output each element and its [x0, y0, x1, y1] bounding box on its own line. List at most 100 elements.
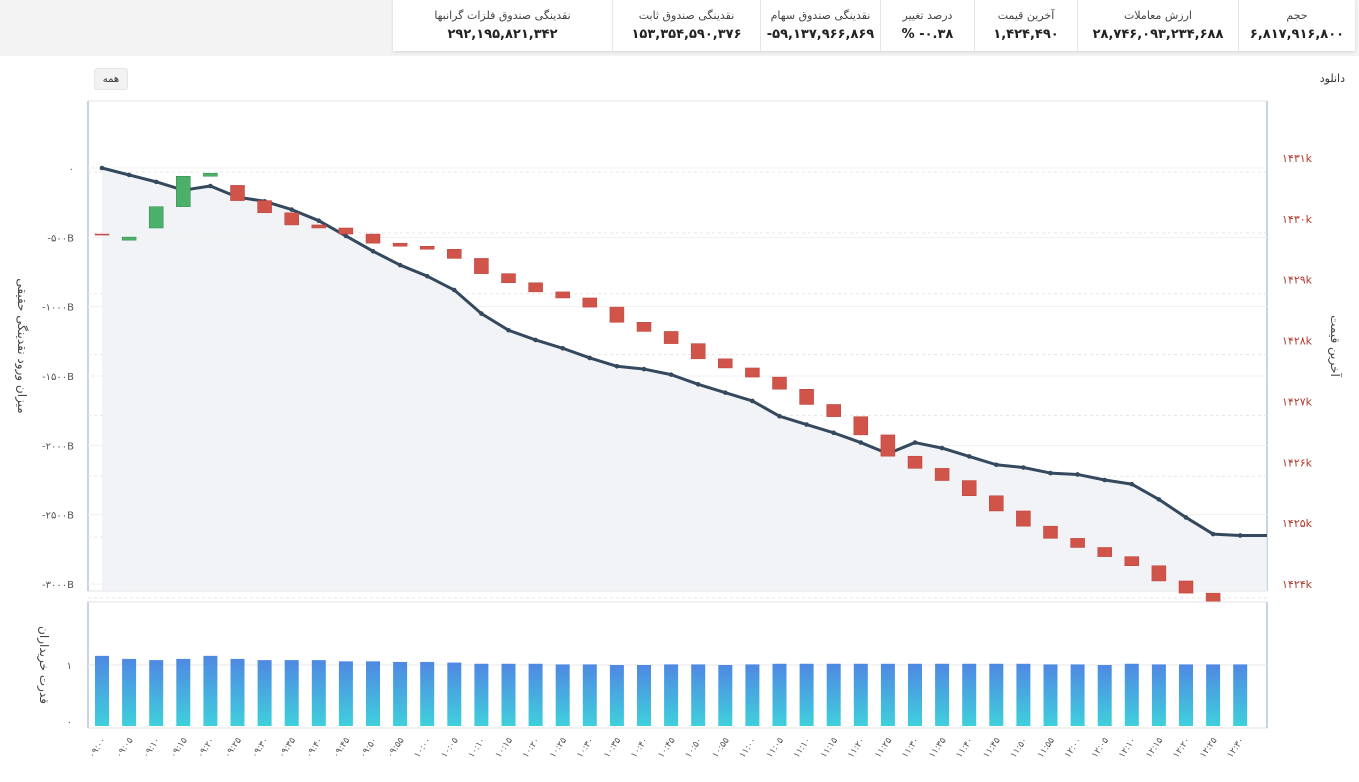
buyer-power-bar — [122, 658, 137, 726]
x-axis-tick: ۱۱:۴۵ — [982, 736, 1003, 760]
buyer-power-bar — [1233, 664, 1248, 726]
buyer-power-bar — [691, 664, 706, 726]
x-axis-tick: ۱۱:۰۰ — [738, 736, 759, 760]
liquidity-point — [1048, 470, 1053, 476]
liquidity-point — [614, 363, 620, 369]
liquidity-point — [587, 355, 593, 361]
liquidity-point — [560, 345, 565, 351]
buyer-power-bar — [962, 663, 977, 726]
price-candle — [1016, 510, 1031, 527]
price-candle — [338, 227, 354, 235]
buyer-power-bar — [393, 661, 408, 726]
right-axis-tick: ۱۴۳۰k — [1282, 213, 1313, 226]
right-axis-tick: ۱۴۲۹k — [1282, 274, 1313, 287]
price-candle — [1151, 565, 1167, 582]
liquidity-point — [1021, 465, 1026, 470]
price-candle — [284, 212, 299, 226]
x-axis-tick: ۱۲:۰۰ — [1063, 736, 1084, 760]
price-candle — [528, 282, 543, 293]
price-candle — [718, 358, 733, 369]
liquidity-point — [831, 430, 836, 436]
liquidity-point — [343, 233, 349, 239]
buyer-power-bar — [1179, 664, 1193, 726]
liquidity-point — [1075, 472, 1080, 477]
liquidity-point — [966, 454, 972, 459]
right-axis-tick: ۱۴۲۴k — [1282, 578, 1313, 591]
liquidity-point — [641, 366, 647, 372]
price-candle — [907, 455, 923, 469]
price-candle — [826, 404, 841, 417]
stat-item: نقدینگی صندوق سهام -۵۹,۱۳۷,۹۶۶,۸۶۹ — [760, 0, 880, 51]
price-candle — [474, 258, 489, 274]
price-candle — [609, 306, 625, 323]
buyer-power-bar — [799, 663, 814, 726]
x-axis-tick: ۰۹:۰۰ — [87, 736, 108, 760]
buyer-power-bar — [95, 655, 109, 726]
stat-item: ارزش معاملات ۲۸,۷۴۶,۰۹۳,۲۳۴,۶۸۸ — [1077, 0, 1238, 51]
liquidity-point — [316, 218, 322, 223]
left-axis-tick: -۲۵۰۰B — [42, 511, 74, 522]
price-candle — [880, 434, 896, 457]
x-axis-tick: ۰۹:۳۰ — [250, 736, 271, 760]
x-axis-tick: ۱۰:۰۵ — [440, 736, 461, 760]
buyer-power-bar — [772, 663, 787, 726]
liquidity-point — [1102, 477, 1107, 483]
stat-label: حجم — [1286, 9, 1308, 22]
price-candle — [148, 206, 164, 229]
stat-value: -۵۹,۱۳۷,۹۶۶,۸۶۹ — [766, 27, 875, 42]
buyer-power-bar — [1206, 664, 1221, 726]
x-axis-tick: ۱۰:۵۵ — [711, 736, 732, 760]
x-axis-tick: ۰۹:۰۵ — [115, 736, 136, 760]
right-axis-tick: ۱۴۲۵k — [1282, 517, 1313, 530]
right-axis-tick: ۱۴۲۶k — [1282, 456, 1313, 469]
buyer-power-bar — [555, 664, 570, 726]
stat-label: ارزش معاملات — [1124, 9, 1192, 22]
download-link[interactable]: دانلود — [1319, 72, 1345, 85]
stat-item: حجم ۶,۸۱۷,۹۱۶,۸۰۰ — [1238, 0, 1355, 51]
price-candle — [663, 331, 679, 344]
buyer-power-bar — [1043, 664, 1058, 726]
stats-bar: حجم ۶,۸۱۷,۹۱۶,۸۰۰ ارزش معاملات ۲۸,۷۴۶,۰۹۳,۲… — [393, 0, 1355, 51]
price-candle — [745, 367, 760, 378]
x-axis-tick: ۱۰:۳۰ — [575, 736, 596, 760]
x-axis-tick: ۰۹:۴۰ — [304, 736, 325, 760]
liquidity-point — [1210, 531, 1216, 537]
left-axis-tick: -۳۰۰۰B — [42, 580, 74, 591]
buyer-power-bar — [230, 658, 245, 726]
x-axis-tick: ۰۹:۵۰ — [358, 736, 379, 760]
price-candle — [176, 176, 191, 207]
right-axis-tick: ۱۴۲۸k — [1282, 335, 1313, 348]
buyer-power-bar — [853, 663, 868, 726]
liquidity-point — [1237, 533, 1243, 538]
buyer-power-bar — [908, 663, 922, 726]
x-axis-tick: ۱۱:۲۵ — [873, 736, 894, 760]
buyer-power-bar — [203, 655, 218, 726]
x-axis-tick: ۱۲:۰۵ — [1090, 736, 1111, 760]
buyer-power-bar — [935, 663, 950, 726]
x-axis-tick: ۱۱:۲۰ — [846, 736, 867, 760]
price-candle — [961, 480, 977, 497]
price-candle — [203, 172, 218, 177]
liquidity-point — [452, 287, 457, 293]
x-axis-tick: ۰۹:۱۰ — [142, 736, 163, 760]
left-axis-tick: -۱۰۰۰B — [42, 303, 74, 314]
buyer-power-bar — [1016, 663, 1031, 726]
liquidity-point — [1129, 481, 1135, 487]
liquidity-point — [126, 172, 132, 178]
stat-value: ۱۵۳,۳۵۴,۵۹۰,۳۷۶ — [631, 27, 742, 42]
stat-label: نقدینگی صندوق فلزات گرانبها — [434, 9, 571, 22]
price-candle — [582, 297, 598, 308]
price-candle — [690, 343, 706, 360]
price-candle — [501, 273, 516, 284]
price-candle — [555, 291, 570, 299]
x-axis-tick: ۱۲:۳۰ — [1226, 736, 1247, 760]
liquidity-point — [777, 413, 782, 419]
range-all-button[interactable]: همه — [94, 68, 128, 90]
left-axis-tick: -۱۵۰۰B — [42, 372, 74, 383]
x-axis-tick: ۱۰:۲۰ — [521, 736, 542, 760]
liquidity-line — [101, 166, 1267, 537]
x-axis-tick: ۱۰:۱۰ — [467, 736, 488, 760]
x-axis-tick: ۱۱:۱۰ — [792, 736, 813, 760]
buyer-power-bar — [311, 660, 326, 726]
